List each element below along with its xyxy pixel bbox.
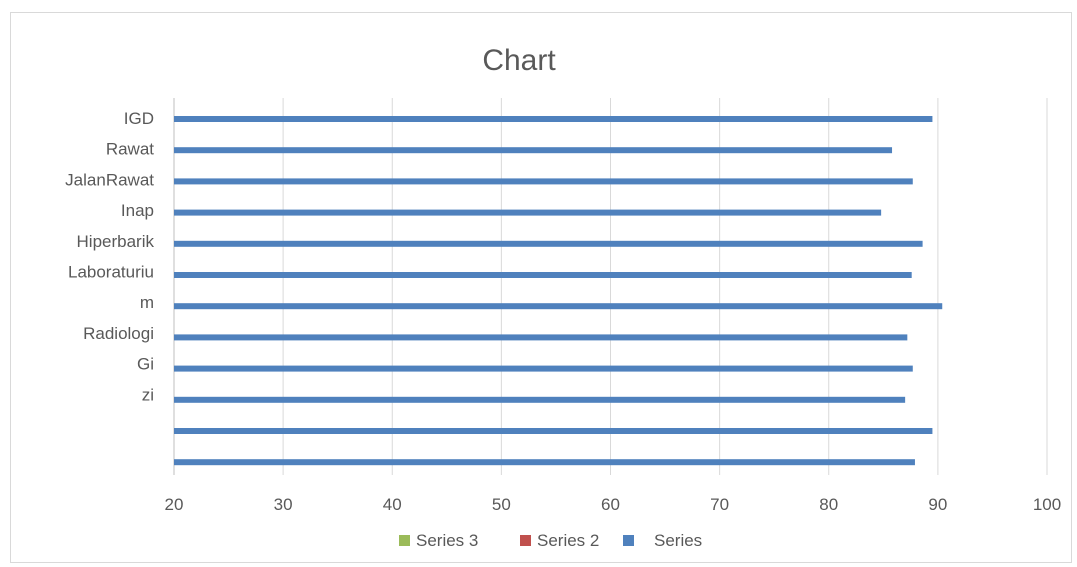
category-label: Inap — [121, 201, 154, 220]
bar — [174, 272, 912, 278]
grid-lines — [173, 98, 1048, 475]
legend: Series 3 Series 2 Series — [399, 531, 702, 550]
x-tick-label: 40 — [383, 495, 402, 514]
x-axis-tick-labels: 20 30 40 50 60 70 80 90 100 — [165, 495, 1062, 514]
x-tick-label: 60 — [601, 495, 620, 514]
bar — [174, 303, 943, 310]
chart-frame: Chart IGD Rawat JalanRawat Inap Hiperbarik La… — [10, 12, 1072, 563]
bars — [174, 116, 943, 466]
bar — [174, 334, 908, 341]
x-tick-label: 30 — [274, 495, 293, 514]
bar — [174, 178, 913, 185]
x-tick-label: 70 — [710, 495, 729, 514]
legend-label: Series — [654, 531, 702, 550]
legend-label: Series 2 — [537, 531, 599, 550]
bar — [174, 116, 933, 122]
x-tick-label: 100 — [1033, 495, 1061, 514]
bar — [174, 396, 906, 403]
chart-svg: Chart IGD Rawat JalanRawat Inap Hiperbarik La… — [65, 44, 1062, 550]
bar — [174, 240, 923, 247]
x-tick-label: 20 — [165, 495, 184, 514]
category-label: Rawat — [106, 140, 154, 159]
bar — [174, 209, 882, 216]
bar — [174, 147, 893, 154]
legend-swatch — [399, 535, 410, 546]
x-tick-label: 80 — [819, 495, 838, 514]
category-label: zi — [142, 385, 154, 404]
category-label: Laboraturiu — [68, 263, 154, 282]
category-label: IGD — [124, 109, 154, 128]
legend-swatch — [520, 535, 531, 546]
bar — [174, 459, 915, 466]
category-label: Gi — [137, 355, 154, 374]
legend-swatch — [623, 535, 634, 546]
legend-label: Series 3 — [416, 531, 478, 550]
category-labels: IGD Rawat JalanRawat Inap Hiperbarik Laboratu… — [65, 109, 154, 404]
x-tick-label: 90 — [928, 495, 947, 514]
x-tick-label: 50 — [492, 495, 511, 514]
bar — [174, 428, 933, 434]
bar — [174, 365, 913, 372]
category-label: Hiperbarik — [77, 232, 155, 251]
chart-title: Chart — [482, 44, 556, 77]
category-label: m — [140, 293, 154, 312]
category-label: Radiologi — [83, 324, 154, 343]
category-label: JalanRawat — [65, 170, 154, 189]
